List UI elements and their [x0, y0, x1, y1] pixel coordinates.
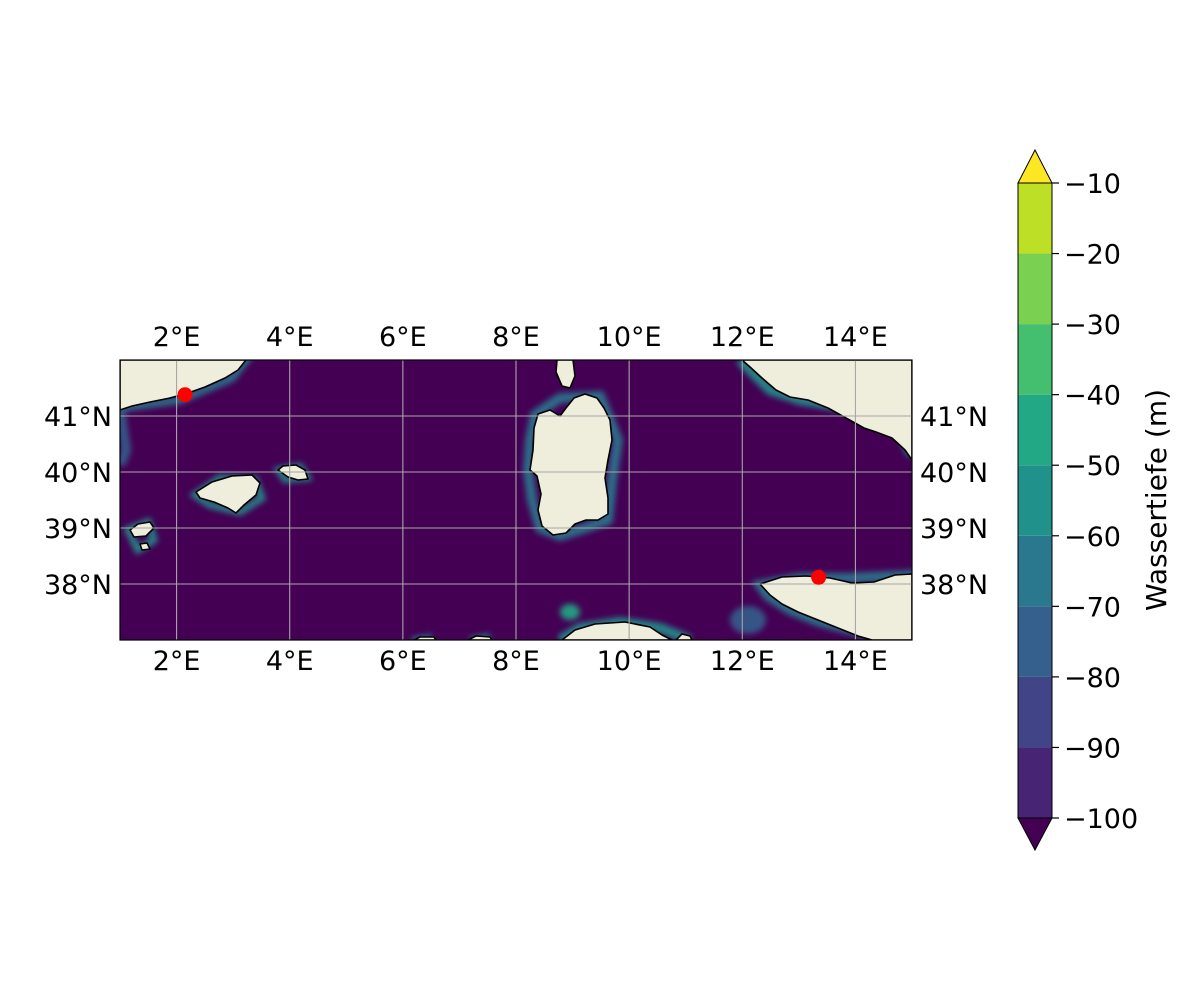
lon-tick-label-top: 14°E — [823, 322, 888, 353]
colorbar-bin — [1018, 606, 1052, 677]
lat-tick-label-left: 38°N — [44, 570, 112, 601]
longitude-labels-bottom: 2°E 4°E 6°E 8°E 10°E 12°E 14°E — [153, 646, 888, 677]
latitude-labels-right: 41°N 40°N 39°N 38°N — [920, 402, 988, 601]
colorbar-tick-label: −40 — [1064, 381, 1121, 412]
land-algeria-east — [467, 635, 493, 640]
lon-tick-label-bottom: 2°E — [153, 646, 201, 677]
colorbar-tick-label: −30 — [1064, 310, 1121, 341]
colorbar-tick-label: −90 — [1064, 733, 1121, 764]
colorbar: −100 −90 −80 −70 −60 −50 −40 −30 −20 −10 Wasserti… — [1017, 148, 1173, 852]
lon-tick-label-bottom: 8°E — [492, 646, 540, 677]
colorbar-bin — [1018, 253, 1052, 325]
lon-tick-label-bottom: 12°E — [710, 646, 775, 677]
colorbar-bin — [1018, 394, 1052, 466]
lon-tick-label-bottom: 10°E — [597, 646, 662, 677]
lat-tick-label-right: 38°N — [920, 570, 988, 601]
lon-tick-label-top: 2°E — [153, 322, 201, 353]
land-corsica — [555, 360, 576, 389]
longitude-labels-top: 2°E 4°E 6°E 8°E 10°E 12°E 14°E — [153, 322, 888, 353]
lon-tick-label-top: 10°E — [597, 322, 662, 353]
map-frame — [119, 359, 913, 641]
colorbar-bin — [1018, 324, 1052, 395]
colorbar-extend-min — [1017, 817, 1053, 852]
colorbar-tick-label: −20 — [1064, 240, 1121, 271]
map-gridlines — [120, 360, 912, 640]
lat-tick-label-right: 39°N — [920, 514, 988, 545]
colorbar-ticks: −100 −90 −80 −70 −60 −50 −40 −30 −20 −10 — [1052, 169, 1138, 835]
lat-tick-label-left: 39°N — [44, 514, 112, 545]
colorbar-label: Wassertiefe (m) — [1140, 389, 1173, 611]
land-italy — [741, 360, 912, 461]
land-formentera — [139, 542, 151, 551]
land-tunisia — [561, 621, 673, 640]
lat-tick-label-left: 41°N — [44, 402, 112, 433]
colorbar-tick-label: −80 — [1064, 663, 1121, 694]
lat-tick-label-left: 40°N — [44, 458, 112, 489]
location-marker — [811, 569, 827, 585]
colorbar-frame — [1017, 182, 1053, 819]
colorbar-tick-label: −70 — [1064, 592, 1121, 623]
colorbar-tick-label: −100 — [1064, 804, 1138, 835]
colorbar-extend-max — [1017, 148, 1053, 184]
lon-tick-label-top: 8°E — [492, 322, 540, 353]
colorbar-bin — [1018, 465, 1052, 536]
lon-tick-label-top: 12°E — [710, 322, 775, 353]
land-masses — [120, 360, 912, 640]
land-algeria-west — [413, 636, 437, 640]
map-panel — [120, 360, 912, 640]
latitude-labels-left: 41°N 40°N 39°N 38°N — [44, 402, 112, 601]
lon-tick-label-bottom: 14°E — [823, 646, 888, 677]
colorbar-tick-label: −10 — [1064, 169, 1121, 200]
colorbar-bin — [1018, 676, 1052, 748]
lon-tick-label-top: 4°E — [266, 322, 314, 353]
lon-tick-label-bottom: 4°E — [266, 646, 314, 677]
colorbar-bin — [1018, 183, 1052, 254]
lat-tick-label-right: 41°N — [920, 402, 988, 433]
location-markers — [177, 387, 827, 585]
land-sardinia — [529, 393, 613, 536]
lon-tick-label-bottom: 6°E — [379, 646, 427, 677]
colorbar-bin — [1018, 535, 1052, 607]
lon-tick-label-top: 6°E — [379, 322, 427, 353]
colorbar-bin — [1018, 747, 1052, 818]
land-mallorca — [195, 474, 261, 514]
colorbar-tick-label: −60 — [1064, 522, 1121, 553]
colorbar-tick-label: −50 — [1064, 451, 1121, 482]
lat-tick-label-right: 40°N — [920, 458, 988, 489]
land-cape-bon — [675, 633, 693, 640]
location-marker — [177, 387, 193, 403]
colorbar-bins — [1018, 183, 1052, 818]
